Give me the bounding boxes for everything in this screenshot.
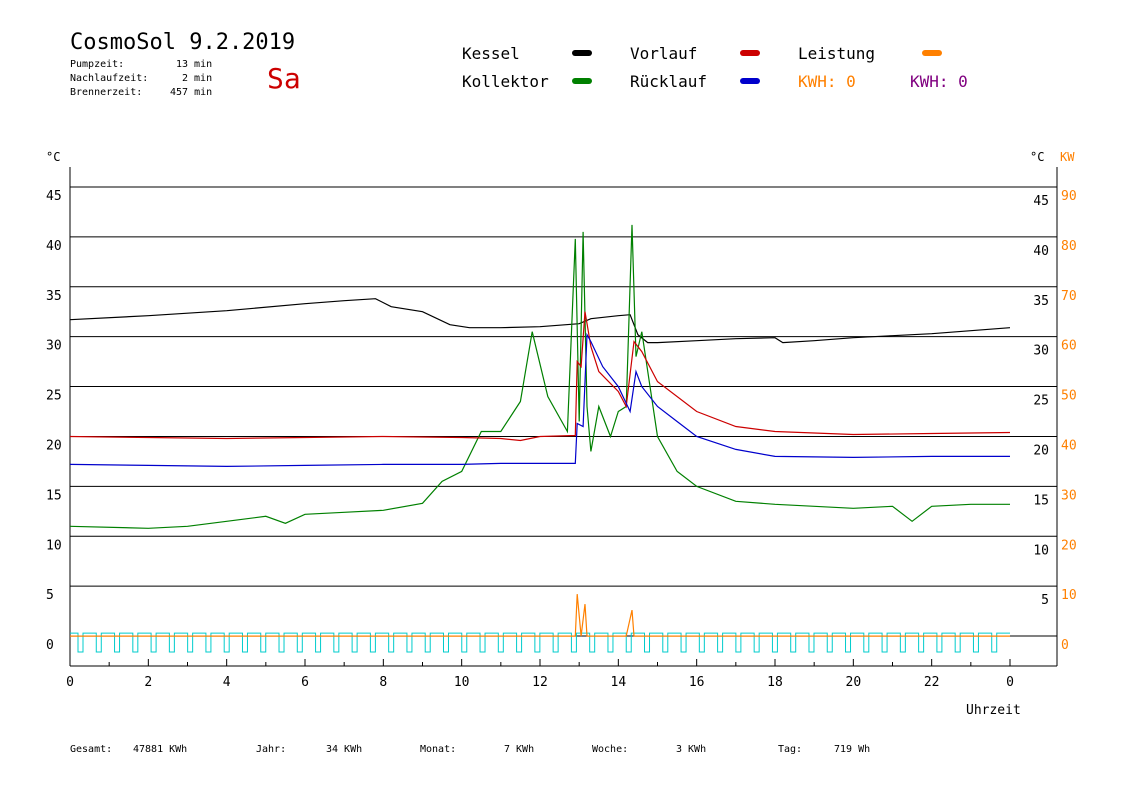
pump-time-label: Pumpzeit: — [70, 59, 125, 70]
y-tick-label-left: 25 — [46, 389, 62, 404]
y-tick-label-left: 40 — [46, 239, 62, 254]
series-vorlauf-line — [69, 311, 1011, 442]
y-tick-label-right: 5 — [1041, 593, 1049, 608]
x-tick-label: 16 — [689, 675, 705, 690]
y-tick-label-kw: 90 — [1061, 189, 1077, 204]
y-tick-label-right: 25 — [1033, 394, 1049, 409]
y-tick-label-left: 30 — [46, 339, 62, 354]
x-tick-label: 4 — [223, 675, 231, 690]
series-kollektor-line — [69, 224, 1010, 529]
y-tick-label-kw: 40 — [1061, 438, 1077, 453]
y-tick-label-right: 10 — [1033, 543, 1049, 558]
y-tick-label-right: 20 — [1033, 443, 1049, 458]
burner-time-value: 457 min — [170, 87, 213, 98]
y-tick-label-left: 5 — [46, 588, 54, 603]
series-leistung-line — [70, 594, 1010, 637]
after-time-label: Nachlaufzeit: — [70, 73, 149, 84]
x-tick-label: 0 — [66, 675, 74, 690]
chart-title: CosmoSol 9.2.2019 — [70, 30, 296, 55]
y-tick-label-right: 15 — [1033, 493, 1049, 508]
y-tick-label-kw: 70 — [1061, 289, 1077, 304]
y-tick-label-kw: 30 — [1061, 488, 1077, 503]
tick-labels: 0 2 4 6 8 10 12 14 16 18 20 22 005101520253035404551… — [46, 189, 1077, 690]
total-value: 47881 KWh — [133, 744, 188, 755]
pump-signal — [70, 632, 1010, 653]
y-axis-kw-unit: KW — [1060, 150, 1075, 164]
total-label: Gesamt: — [70, 744, 113, 755]
series-rcklauf-line — [69, 332, 1010, 468]
legend-vorlauf-label: Vorlauf — [630, 44, 698, 63]
legend-kollektor-label: Kollektor — [462, 72, 549, 91]
grid-lines — [70, 186, 1057, 637]
y-tick-label-left: 45 — [46, 189, 62, 204]
y-tick-label-kw: 20 — [1061, 538, 1077, 553]
legend-leistung-swatch — [922, 50, 942, 56]
y-tick-label-left: 0 — [46, 638, 54, 653]
y-tick-label-left: 10 — [46, 538, 62, 553]
legend-kollektor-swatch — [572, 78, 592, 84]
y-tick-label-right: 35 — [1033, 294, 1049, 309]
x-tick-label: 0 — [1006, 675, 1014, 690]
x-tick-label: 14 — [611, 675, 627, 690]
legend-kessel-label: Kessel — [462, 44, 520, 63]
week-label: Woche: — [592, 744, 629, 755]
burner-time-label: Brennerzeit: — [70, 87, 143, 98]
y-tick-label-left: 15 — [46, 488, 62, 503]
legend-vorlauf-swatch — [740, 50, 760, 56]
after-time-value: 2 min — [182, 73, 213, 84]
y-tick-label-right: 30 — [1033, 344, 1049, 359]
x-tick-label: 20 — [846, 675, 862, 690]
weekday-label: Sa — [267, 62, 301, 95]
legend-leistung-label: Leistung — [798, 44, 876, 63]
day-total-value: 719 Wh — [834, 744, 871, 755]
x-tick-label: 8 — [379, 675, 387, 690]
x-tick-label: 10 — [454, 675, 470, 690]
y-tick-label-left: 20 — [46, 438, 62, 453]
y-axis-left-unit: °C — [46, 150, 61, 164]
legend-kwh-orange: KWH: 0 — [798, 72, 856, 91]
pump-time-value: 13 min — [176, 59, 213, 70]
y-tick-label-kw: 0 — [1061, 638, 1069, 653]
axes — [69, 167, 1058, 667]
x-tick-label: 6 — [301, 675, 309, 690]
legend-kwh-purple: KWH: 0 — [910, 72, 968, 91]
x-tick-label: 2 — [144, 675, 152, 690]
y-tick-label-right: 45 — [1033, 194, 1049, 209]
y-tick-label-kw: 80 — [1061, 239, 1077, 254]
legend-ruecklauf-label: Rücklauf — [630, 72, 708, 91]
x-axis-label: Uhrzeit — [966, 703, 1021, 718]
y-tick-label-left: 35 — [46, 289, 62, 304]
series-kessel-line — [69, 298, 1011, 344]
series-lines — [69, 224, 1011, 637]
legend-kessel-swatch — [572, 50, 592, 56]
y-tick-label-kw: 50 — [1061, 389, 1077, 404]
y-tick-label-right: 40 — [1033, 244, 1049, 259]
x-tick-label: 12 — [532, 675, 548, 690]
month-label: Monat: — [420, 744, 457, 755]
y-axis-right-unit: °C — [1030, 150, 1045, 164]
month-value: 7 KWh — [504, 744, 535, 755]
y-tick-label-kw: 60 — [1061, 339, 1077, 354]
pump-pulses — [70, 632, 1010, 653]
year-value: 34 KWh — [326, 744, 363, 755]
y-tick-label-kw: 10 — [1061, 588, 1077, 603]
legend-ruecklauf-swatch — [740, 78, 760, 84]
year-label: Jahr: — [256, 744, 287, 755]
x-tick-label: 22 — [924, 675, 940, 690]
x-tick-label: 18 — [767, 675, 783, 690]
week-value: 3 KWh — [676, 744, 707, 755]
day-total-label: Tag: — [778, 744, 803, 755]
